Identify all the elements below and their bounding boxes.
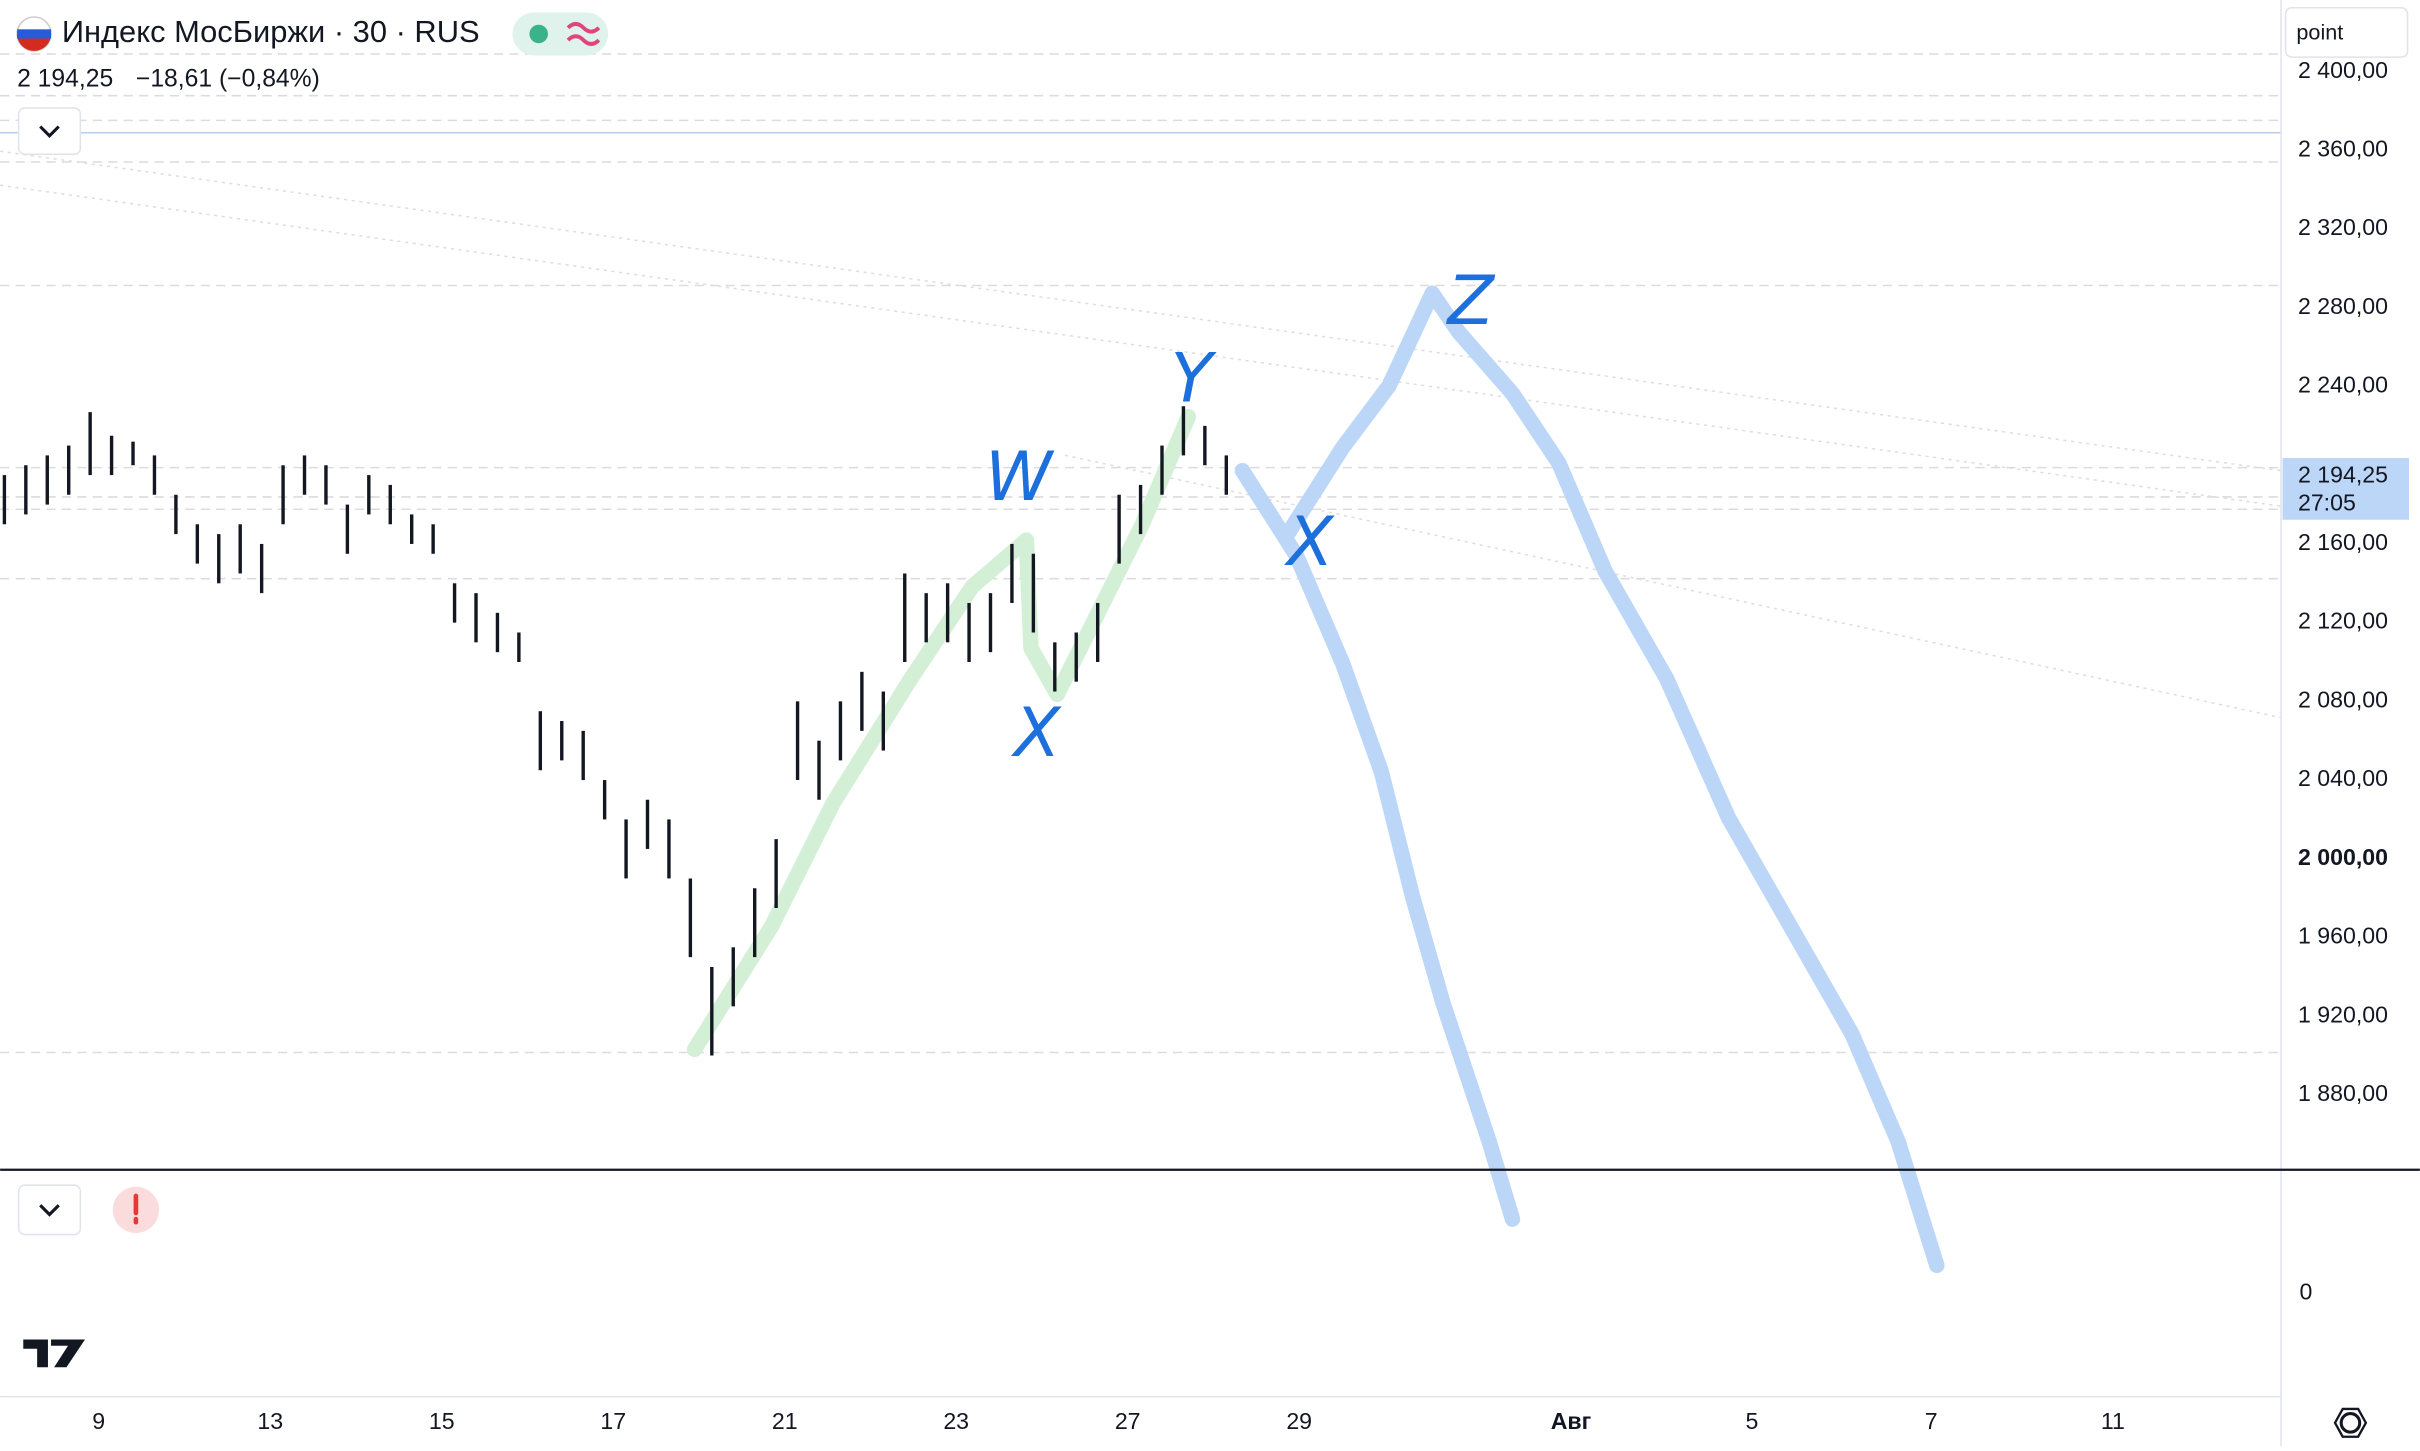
y-tick-label: 2 000,00 — [2298, 844, 2388, 870]
x-tick-label: 11 — [2101, 1408, 2125, 1434]
price-axis: 2 400,00 2 360,00 2 320,00 2 280,00 2 240,00… — [2298, 57, 2388, 1106]
status-icon — [566, 22, 601, 46]
settings-icon-outline — [2333, 1407, 2368, 1438]
collapse-button[interactable] — [17, 107, 82, 156]
chevron — [39, 1204, 60, 1217]
x-tick-label: 9 — [92, 1408, 105, 1434]
green-highlight — [686, 408, 1197, 1058]
y-tick-label: 1 880,00 — [2298, 1080, 2388, 1106]
annotations: W X Y X Z — [985, 262, 1495, 773]
tv-logo[interactable] — [23, 1339, 85, 1368]
y-tick-label: 1 920,00 — [2298, 1001, 2388, 1027]
x-tick-label: 15 — [429, 1408, 455, 1434]
x-tick-label: 17 — [600, 1408, 626, 1434]
point-input[interactable] — [2284, 6, 2409, 58]
point-input-text: point — [2296, 20, 2343, 45]
x-tick-label: 13 — [257, 1408, 283, 1434]
wave-label: W — [985, 438, 1055, 517]
y-tick-label: 2 360,00 — [2298, 136, 2388, 162]
x-tick-label: 7 — [1925, 1408, 1938, 1434]
price-bars — [2, 406, 1229, 1056]
collapse-button[interactable] — [17, 1184, 82, 1236]
lower-pane-tick: 0 — [2300, 1278, 2313, 1304]
price: 2 194,25 — [17, 66, 113, 93]
y-tick-label: 2 400,00 — [2298, 57, 2388, 83]
x-tick-label: 29 — [1286, 1408, 1312, 1434]
x-tick-label: 27 — [1115, 1408, 1141, 1434]
blue-drawing — [1280, 285, 1945, 1274]
symbol-title: Индекс МосБиржи · 30 · RUS — [62, 14, 480, 49]
y-tick-label: 2 080,00 — [2298, 686, 2388, 712]
flag-blue — [17, 29, 52, 39]
wave-label: Y — [1171, 339, 1217, 418]
y-tick-label: 2 120,00 — [2298, 608, 2388, 634]
price-tag-bg — [2282, 458, 2410, 520]
change: −18,61 (−0,84%) — [136, 66, 320, 93]
x-tick-label: 23 — [943, 1408, 969, 1434]
y-tick-label: 2 280,00 — [2298, 293, 2388, 319]
last-price: 2 194,25 — [2298, 462, 2388, 488]
y-tick-label: 2 160,00 — [2298, 529, 2388, 555]
x-tick-label: 5 — [1745, 1408, 1758, 1434]
y-tick-label: 2 240,00 — [2298, 372, 2388, 398]
y-tick-label: 2 320,00 — [2298, 214, 2388, 240]
blue-drawing — [1234, 462, 1521, 1227]
price-tag: 2 194,25 27:05 — [2282, 458, 2410, 520]
wave-label: X — [1011, 694, 1062, 773]
x-tick-label: 21 — [772, 1408, 798, 1434]
wave-label: Z — [1446, 262, 1496, 341]
status-pill[interactable] — [512, 12, 609, 56]
y-tick-label: 1 960,00 — [2298, 923, 2388, 949]
status-dot — [529, 24, 548, 44]
x-tick-label: Авг — [1551, 1408, 1592, 1434]
settings-icon[interactable] — [2339, 1412, 2362, 1434]
wave-label: X — [1284, 503, 1335, 582]
time-axis: 9 13 15 17 21 23 27 29 Авг 5 7 11 — [92, 1408, 2125, 1434]
chevron — [39, 125, 60, 138]
countdown: 27:05 — [2298, 489, 2356, 515]
y-tick-label: 2 040,00 — [2298, 765, 2388, 791]
header: Индекс МосБиржи · 30 · RUS 2 194,25 −18,… — [16, 12, 609, 93]
level-lines — [0, 53, 2282, 1054]
